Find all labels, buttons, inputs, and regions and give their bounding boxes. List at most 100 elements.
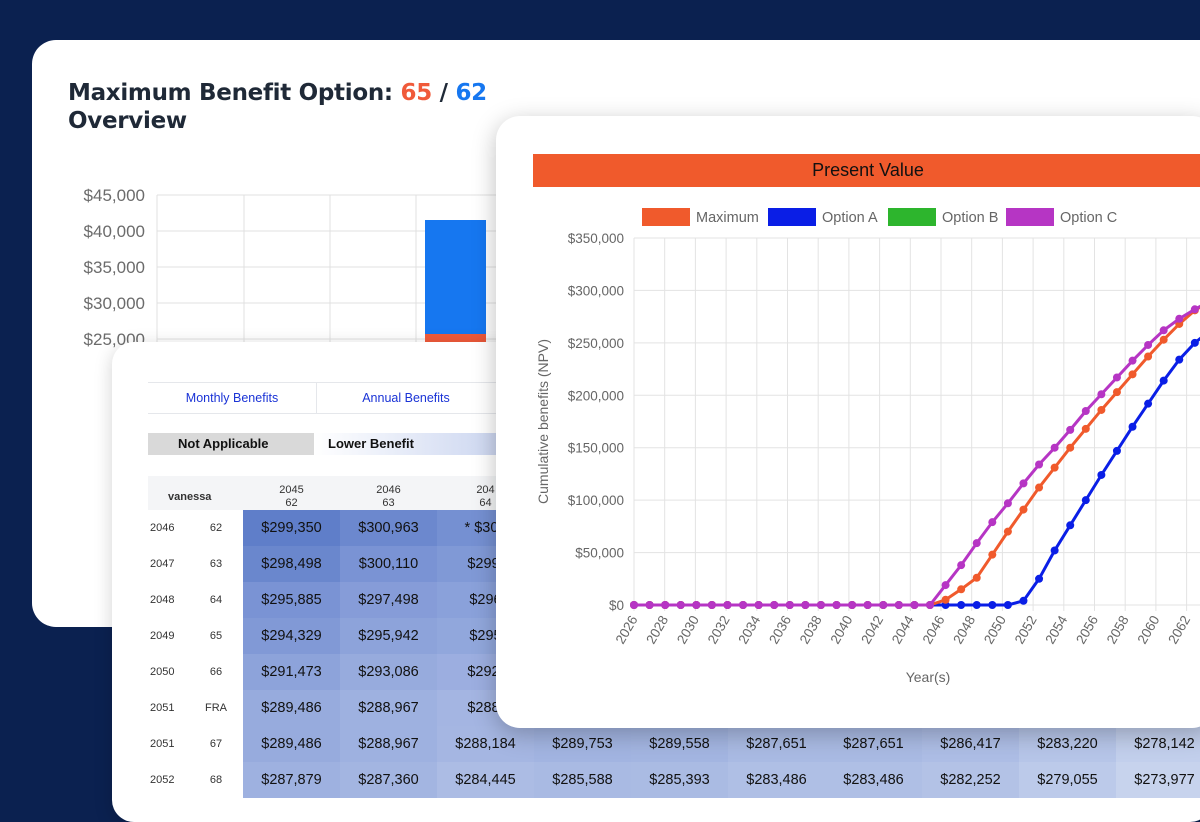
legend-swatch[interactable] bbox=[1006, 208, 1054, 226]
data-point[interactable] bbox=[942, 596, 950, 604]
data-point[interactable] bbox=[1160, 377, 1168, 385]
data-point[interactable] bbox=[1191, 305, 1199, 313]
data-point[interactable] bbox=[1019, 479, 1027, 487]
data-point[interactable] bbox=[1019, 506, 1027, 514]
table-cell[interactable]: $289,753 bbox=[534, 726, 631, 762]
table-cell[interactable]: $295,885 bbox=[243, 582, 340, 618]
tab-annual-benefits[interactable]: Annual Benefits bbox=[316, 383, 497, 413]
legend-label[interactable]: Maximum bbox=[696, 210, 759, 226]
data-point[interactable] bbox=[1082, 496, 1090, 504]
data-point[interactable] bbox=[1144, 352, 1152, 360]
column-header[interactable]: 2046 63 bbox=[340, 484, 437, 510]
data-point[interactable] bbox=[942, 581, 950, 589]
data-point[interactable] bbox=[895, 601, 903, 609]
data-point[interactable] bbox=[1097, 471, 1105, 479]
data-point[interactable] bbox=[864, 601, 872, 609]
legend-label[interactable]: Option B bbox=[942, 210, 998, 226]
data-point[interactable] bbox=[739, 601, 747, 609]
table-cell[interactable]: $286,417 bbox=[922, 726, 1019, 762]
data-point[interactable] bbox=[708, 601, 716, 609]
table-cell[interactable]: $297,498 bbox=[340, 582, 437, 618]
data-point[interactable] bbox=[1191, 339, 1199, 347]
data-point[interactable] bbox=[1160, 336, 1168, 344]
table-cell[interactable]: $288,967 bbox=[340, 726, 437, 762]
data-point[interactable] bbox=[755, 601, 763, 609]
data-point[interactable] bbox=[1066, 444, 1074, 452]
table-cell[interactable]: $283,486 bbox=[728, 762, 825, 798]
table-cell[interactable]: $284,445 bbox=[437, 762, 534, 798]
data-point[interactable] bbox=[957, 585, 965, 593]
data-point[interactable] bbox=[1035, 484, 1043, 492]
table-cell[interactable]: $273,977 bbox=[1116, 762, 1200, 798]
data-point[interactable] bbox=[1160, 326, 1168, 334]
data-point[interactable] bbox=[848, 601, 856, 609]
table-cell[interactable]: $278,142 bbox=[1116, 726, 1200, 762]
data-point[interactable] bbox=[879, 601, 887, 609]
legend-swatch[interactable] bbox=[888, 208, 936, 226]
data-point[interactable] bbox=[1082, 425, 1090, 433]
data-point[interactable] bbox=[1051, 444, 1059, 452]
data-point[interactable] bbox=[1175, 315, 1183, 323]
data-point[interactable] bbox=[1129, 370, 1137, 378]
data-point[interactable] bbox=[1175, 356, 1183, 364]
table-cell[interactable]: $298,498 bbox=[243, 546, 340, 582]
data-point[interactable] bbox=[1004, 601, 1012, 609]
data-point[interactable] bbox=[1051, 546, 1059, 554]
data-point[interactable] bbox=[988, 551, 996, 559]
table-cell[interactable]: $287,651 bbox=[825, 726, 922, 762]
data-point[interactable] bbox=[1019, 597, 1027, 605]
table-cell[interactable]: $300,963 bbox=[340, 510, 437, 546]
data-point[interactable] bbox=[1113, 373, 1121, 381]
legend-swatch[interactable] bbox=[768, 208, 816, 226]
tab-monthly-benefits[interactable]: Monthly Benefits bbox=[148, 383, 317, 413]
data-point[interactable] bbox=[1129, 423, 1137, 431]
table-cell[interactable]: $287,651 bbox=[728, 726, 825, 762]
data-point[interactable] bbox=[1035, 460, 1043, 468]
data-point[interactable] bbox=[957, 601, 965, 609]
table-cell[interactable]: $291,473 bbox=[243, 654, 340, 690]
table-cell[interactable]: $289,486 bbox=[243, 726, 340, 762]
data-point[interactable] bbox=[1097, 406, 1105, 414]
table-cell[interactable]: $300,110 bbox=[340, 546, 437, 582]
table-cell[interactable]: $282,252 bbox=[922, 762, 1019, 798]
table-cell[interactable]: $294,329 bbox=[243, 618, 340, 654]
legend-swatch[interactable] bbox=[642, 208, 690, 226]
legend-label[interactable]: Option A bbox=[822, 210, 878, 226]
data-point[interactable] bbox=[1113, 388, 1121, 396]
data-point[interactable] bbox=[630, 601, 638, 609]
data-point[interactable] bbox=[1035, 575, 1043, 583]
data-point[interactable] bbox=[988, 601, 996, 609]
data-point[interactable] bbox=[973, 601, 981, 609]
data-point[interactable] bbox=[817, 601, 825, 609]
data-point[interactable] bbox=[1113, 447, 1121, 455]
data-point[interactable] bbox=[973, 539, 981, 547]
table-cell[interactable]: $285,588 bbox=[534, 762, 631, 798]
table-cell[interactable]: $279,055 bbox=[1019, 762, 1116, 798]
data-point[interactable] bbox=[677, 601, 685, 609]
table-cell[interactable]: $299,350 bbox=[243, 510, 340, 546]
data-point[interactable] bbox=[661, 601, 669, 609]
data-point[interactable] bbox=[1051, 464, 1059, 472]
data-point[interactable] bbox=[1004, 528, 1012, 536]
table-cell[interactable]: $293,086 bbox=[340, 654, 437, 690]
data-point[interactable] bbox=[786, 601, 794, 609]
table-cell[interactable]: $287,879 bbox=[243, 762, 340, 798]
table-cell[interactable]: $288,967 bbox=[340, 690, 437, 726]
data-point[interactable] bbox=[1066, 521, 1074, 529]
column-header[interactable]: 2045 62 bbox=[243, 484, 340, 510]
data-point[interactable] bbox=[801, 601, 809, 609]
table-cell[interactable]: $283,220 bbox=[1019, 726, 1116, 762]
data-point[interactable] bbox=[1129, 357, 1137, 365]
table-cell[interactable]: $283,486 bbox=[825, 762, 922, 798]
data-point[interactable] bbox=[973, 574, 981, 582]
table-cell[interactable]: $288,184 bbox=[437, 726, 534, 762]
table-cell[interactable]: $289,558 bbox=[631, 726, 728, 762]
data-point[interactable] bbox=[1144, 341, 1152, 349]
data-point[interactable] bbox=[1144, 400, 1152, 408]
data-point[interactable] bbox=[957, 561, 965, 569]
data-point[interactable] bbox=[988, 518, 996, 526]
data-point[interactable] bbox=[1004, 499, 1012, 507]
data-point[interactable] bbox=[833, 601, 841, 609]
data-point[interactable] bbox=[646, 601, 654, 609]
legend-label[interactable]: Option C bbox=[1060, 210, 1117, 226]
